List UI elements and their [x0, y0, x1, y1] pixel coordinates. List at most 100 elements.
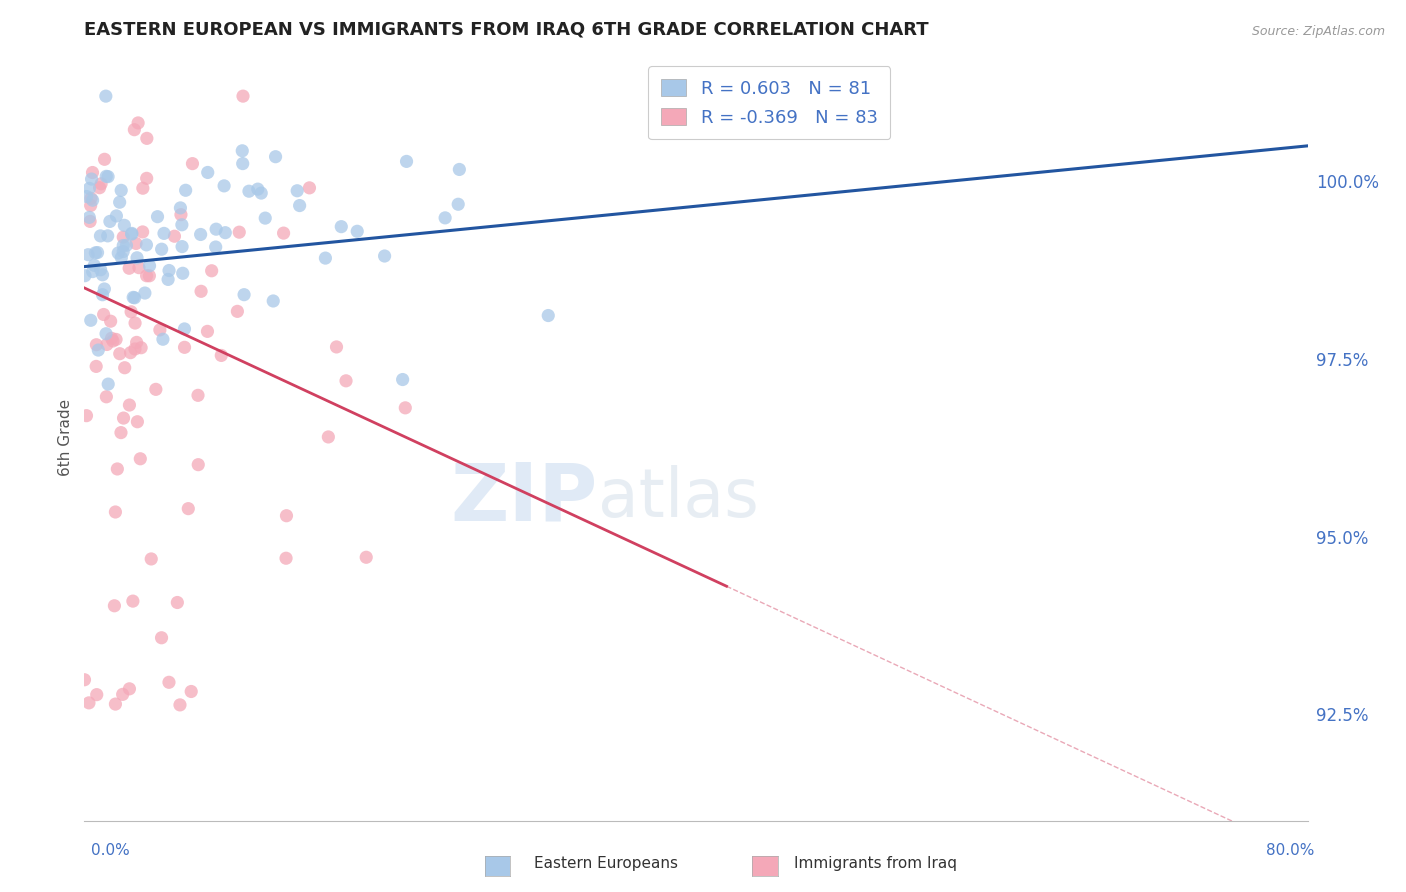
- Point: [86, 688, 108, 702]
- Point: [170, 208, 193, 222]
- Point: [174, 183, 197, 197]
- Text: ZIP: ZIP: [451, 459, 598, 538]
- Point: [120, 305, 142, 319]
- Point: [131, 225, 153, 239]
- Point: [118, 261, 141, 276]
- Point: [187, 388, 209, 402]
- Point: [273, 226, 295, 240]
- Point: [118, 681, 141, 696]
- Point: [288, 198, 311, 212]
- Point: [190, 285, 212, 299]
- Point: [128, 260, 150, 275]
- Point: [87, 343, 110, 357]
- Point: [238, 184, 260, 198]
- Point: [173, 322, 195, 336]
- Point: [173, 340, 195, 354]
- Point: [150, 242, 173, 256]
- Point: [135, 171, 157, 186]
- Point: [135, 268, 157, 283]
- Point: [264, 150, 287, 164]
- Point: [135, 238, 157, 252]
- Point: [157, 272, 180, 286]
- Point: [105, 209, 128, 223]
- Point: [79, 211, 101, 225]
- Point: [232, 156, 254, 170]
- Point: [112, 230, 135, 244]
- Point: [138, 259, 160, 273]
- Point: [110, 425, 132, 440]
- Point: [100, 331, 122, 345]
- Point: [100, 314, 122, 328]
- Point: [108, 347, 131, 361]
- Point: [124, 316, 146, 330]
- Point: [157, 263, 180, 277]
- Point: [274, 551, 297, 566]
- Point: [146, 210, 169, 224]
- Point: [115, 238, 138, 252]
- Point: [170, 239, 193, 253]
- Point: [232, 89, 254, 103]
- Point: [76, 409, 98, 423]
- Point: [125, 251, 148, 265]
- Point: [82, 193, 104, 207]
- Point: [149, 323, 172, 337]
- Point: [447, 197, 470, 211]
- Point: [394, 401, 416, 415]
- Point: [197, 165, 219, 179]
- Point: [374, 249, 396, 263]
- Point: [112, 411, 135, 425]
- Point: [124, 342, 146, 356]
- Point: [228, 225, 250, 239]
- Point: [172, 266, 194, 280]
- Point: [82, 165, 104, 179]
- Point: [79, 198, 101, 212]
- Point: [129, 341, 152, 355]
- Point: [150, 631, 173, 645]
- Point: [124, 122, 146, 136]
- Point: [86, 245, 108, 260]
- Point: [537, 309, 560, 323]
- Text: atlas: atlas: [598, 466, 759, 532]
- Point: [118, 398, 141, 412]
- Point: [134, 286, 156, 301]
- Point: [187, 458, 209, 472]
- Point: [90, 262, 112, 277]
- Point: [101, 334, 124, 348]
- Point: [77, 248, 100, 262]
- Point: [90, 177, 112, 191]
- Point: [124, 291, 146, 305]
- Point: [214, 226, 236, 240]
- Point: [105, 462, 128, 476]
- Point: [97, 377, 120, 392]
- Point: [180, 684, 202, 698]
- Point: [157, 675, 180, 690]
- Text: EASTERN EUROPEAN VS IMMIGRANTS FROM IRAQ 6TH GRADE CORRELATION CHART: EASTERN EUROPEAN VS IMMIGRANTS FROM IRAQ…: [84, 21, 929, 38]
- Point: [80, 172, 103, 186]
- Point: [96, 169, 118, 184]
- Point: [91, 287, 114, 301]
- Point: [108, 195, 131, 210]
- Point: [96, 337, 118, 351]
- Point: [330, 219, 353, 234]
- Point: [84, 359, 107, 374]
- Point: [103, 599, 125, 613]
- Point: [129, 451, 152, 466]
- Point: [325, 340, 347, 354]
- Point: [163, 229, 186, 244]
- Point: [125, 335, 148, 350]
- Point: [250, 186, 273, 200]
- Point: [105, 333, 128, 347]
- Point: [107, 246, 129, 260]
- Point: [169, 698, 191, 712]
- Point: [110, 183, 132, 197]
- Point: [83, 258, 105, 272]
- Point: [122, 594, 145, 608]
- Point: [166, 595, 188, 609]
- Point: [97, 169, 120, 184]
- Legend: R = 0.603   N = 81, R = -0.369   N = 83: R = 0.603 N = 81, R = -0.369 N = 83: [648, 66, 890, 139]
- Y-axis label: 6th Grade: 6th Grade: [58, 399, 73, 475]
- Text: Source: ZipAtlas.com: Source: ZipAtlas.com: [1251, 25, 1385, 38]
- Point: [152, 332, 174, 346]
- Point: [73, 673, 96, 687]
- Point: [181, 156, 204, 170]
